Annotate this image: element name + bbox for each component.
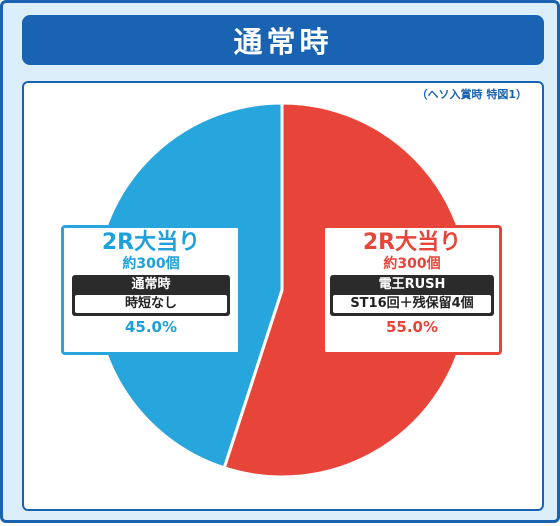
page-title: 通常時 (233, 25, 333, 59)
slice-percent: 45.0% (124, 318, 178, 336)
slice-payout: 約300個 (383, 256, 441, 272)
slice-mode: 電王RUSH (378, 277, 446, 292)
slice-title: 2R大当り (362, 230, 462, 255)
slice-payout: 約300個 (122, 256, 180, 272)
slice-detail: 時短なし (75, 295, 227, 313)
condition-note: （ヘソ入賞時 特図1） (416, 88, 527, 101)
slice-label-left: 2R大当り 約300個 通常時 時短なし 45.0% (61, 225, 241, 355)
slice-detail: ST16回＋残保留4個 (333, 295, 491, 313)
title-bar: 通常時 (22, 15, 544, 65)
slice-mode-box: 電王RUSH ST16回＋残保留4個 (330, 275, 494, 316)
slice-title: 2R大当り (101, 230, 201, 255)
slice-mode-box: 通常時 時短なし (72, 275, 230, 316)
slice-mode: 通常時 (131, 277, 171, 292)
slice-percent: 55.0% (385, 318, 439, 336)
slice-label-right: 2R大当り 約300個 電王RUSH ST16回＋残保留4個 55.0% (322, 225, 502, 355)
